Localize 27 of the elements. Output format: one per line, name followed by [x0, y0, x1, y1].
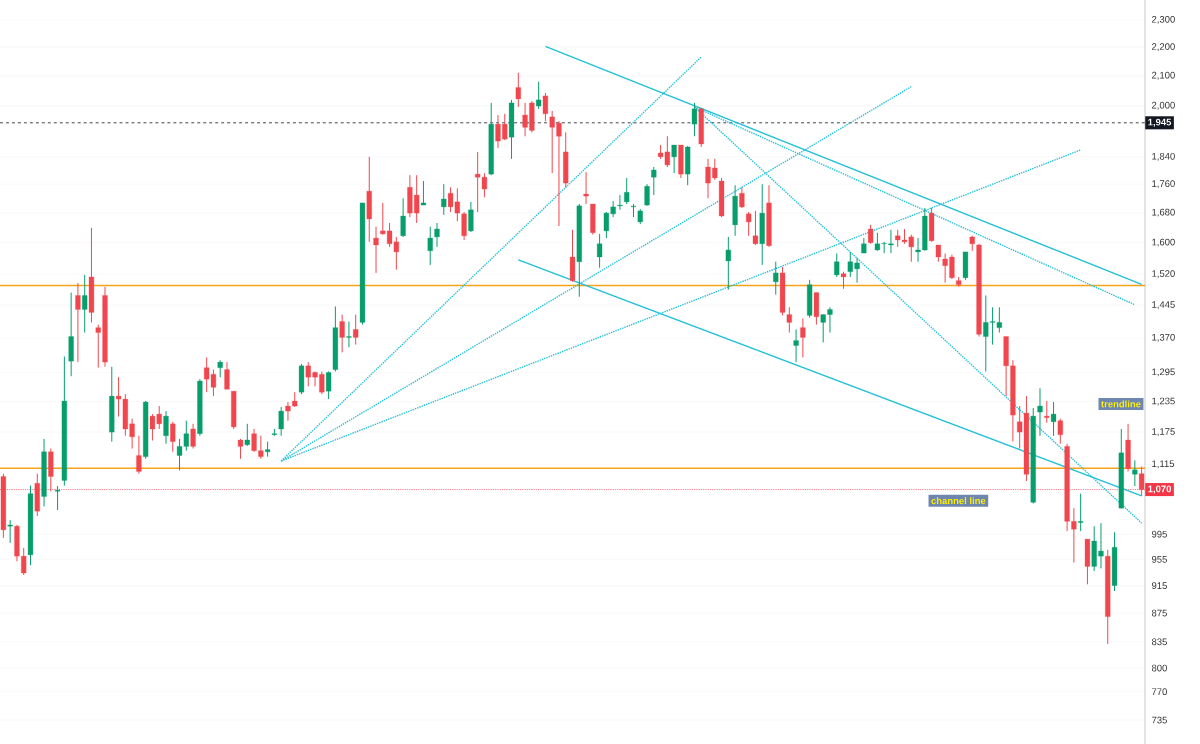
- y-tick-label: 1,175: [1152, 428, 1175, 436]
- annotation: trendline: [1101, 400, 1141, 408]
- y-tick-label: 915: [1151, 582, 1167, 589]
- y-tick-label: 1,840: [1152, 152, 1175, 161]
- y-tick-label: 1,600: [1152, 238, 1175, 247]
- y-tick-label: 875: [1151, 609, 1167, 617]
- y-tick-label: 770: [1152, 688, 1167, 695]
- y-tick-label: 1,235: [1152, 397, 1175, 406]
- y-tick-label: 2,100: [1152, 71, 1175, 80]
- y-tick-label: 1,445: [1152, 301, 1175, 310]
- y-tick-label: 1,295: [1152, 368, 1175, 377]
- y-tick-label: 2,200: [1152, 43, 1175, 52]
- y-tick-label: 1,115: [1152, 460, 1175, 469]
- y-tick-label: 1,520: [1152, 270, 1175, 279]
- y-tick-label: 2,000: [1152, 101, 1175, 110]
- ref-line-label: 1,070: [1148, 485, 1171, 494]
- y-tick-label: 1,370: [1152, 333, 1175, 342]
- annotation: channel line: [931, 497, 986, 505]
- y-tick-label: 955: [1151, 556, 1167, 563]
- y-tick-label: 1,760: [1152, 180, 1175, 189]
- y-tick-label: 995: [1151, 530, 1167, 538]
- y-tick-label: 835: [1151, 638, 1167, 646]
- y-tick-label: 800: [1151, 664, 1167, 672]
- ref-line-label: 1,945: [1148, 118, 1172, 127]
- y-tick-label: 735: [1152, 716, 1167, 724]
- y-tick-label: 2,300: [1152, 15, 1175, 24]
- y-tick-label: 1,680: [1152, 208, 1175, 217]
